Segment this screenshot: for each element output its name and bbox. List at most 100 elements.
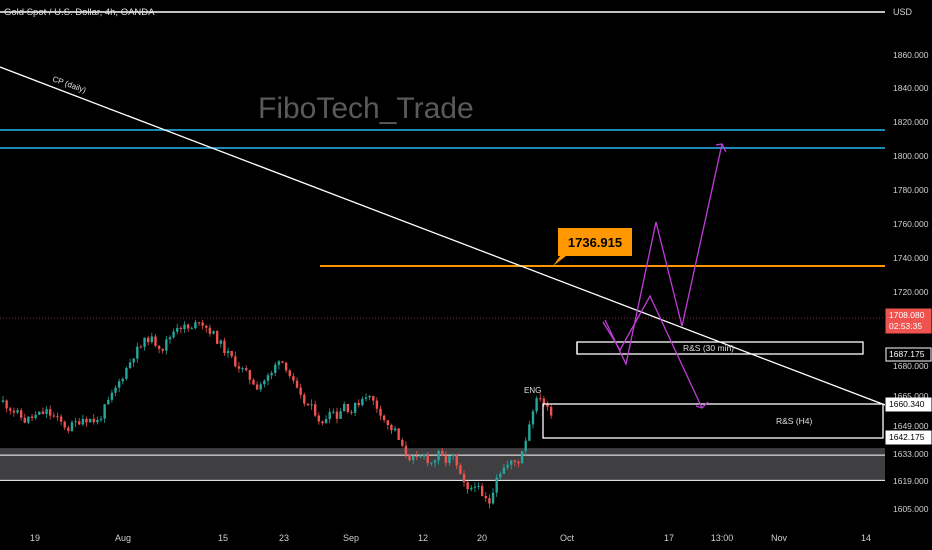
candle-body: [114, 387, 117, 393]
y-tick-label: 1840.000: [893, 83, 929, 93]
candle-body: [437, 450, 440, 461]
candle-body: [539, 398, 542, 400]
zone-label: ENG: [524, 386, 541, 395]
candle-body: [219, 340, 222, 344]
candle-body: [292, 376, 295, 381]
candle-body: [441, 450, 444, 456]
candle-body: [470, 487, 473, 490]
y-tick-label: 1820.000: [893, 117, 929, 127]
candle-body: [157, 345, 161, 349]
candle-body: [121, 378, 124, 382]
resistance-callout-label: 1736.915: [568, 235, 622, 250]
candle-body: [346, 403, 350, 412]
candle-body: [357, 402, 360, 406]
current-price-flag-text: 02:53:35: [889, 321, 922, 331]
projection-short-arrowhead: [695, 401, 709, 409]
candle-body: [379, 408, 382, 416]
candle-body: [161, 348, 164, 351]
candle-body: [186, 324, 190, 329]
candle-body: [281, 361, 284, 363]
candle-body: [147, 337, 150, 343]
y-tick-label: 1800.000: [893, 151, 929, 161]
candle-body: [502, 467, 506, 474]
candle-body: [451, 454, 455, 457]
time-axis[interactable]: 19 Aug 15 23 Sep 12 20 Oct 17 13:00 Nov 14: [0, 525, 885, 550]
candle-body: [245, 368, 248, 371]
resistance-callout: [553, 228, 632, 266]
candle-body: [165, 339, 168, 351]
watermark: FiboTech_Trade: [258, 92, 474, 125]
candle-body: [350, 411, 353, 413]
candle-body: [128, 362, 132, 368]
candle-body: [295, 380, 299, 388]
y-tick-label: 1860.000: [893, 50, 929, 60]
y-tick-label: 1649.000: [893, 421, 929, 431]
candle-body: [375, 400, 379, 409]
candle-body: [38, 411, 41, 415]
candle-body: [299, 387, 302, 395]
candle-body: [59, 416, 63, 422]
level-1660-flag-text: 1660.340: [889, 399, 925, 409]
candle-body: [23, 417, 26, 423]
candle-body: [277, 361, 281, 365]
level-1660-flag: [885, 397, 932, 412]
candle-body: [332, 411, 335, 413]
price-axis[interactable]: USD 1860.000 1840.000 1820.000 1800.000 1780…: [885, 0, 932, 525]
candle-body: [81, 418, 85, 425]
candle-body: [310, 404, 313, 406]
candle-body: [473, 486, 477, 488]
candle-body: [477, 486, 480, 488]
candle-body: [313, 404, 317, 416]
candle-body: [535, 398, 538, 412]
candle-body: [401, 439, 404, 446]
candle-body: [495, 477, 498, 493]
x-tick-label: Nov: [771, 533, 788, 543]
chart-plot-area[interactable]: FiboTech_Trade R&S (30 min) R&S (H4) 1736.…: [0, 0, 885, 525]
candle-body: [226, 350, 230, 353]
candle-body: [491, 492, 495, 504]
candle-body: [223, 340, 226, 353]
candle-body: [12, 410, 16, 413]
candle-body: [176, 327, 179, 332]
candle-body: [288, 370, 291, 377]
candle-body: [393, 428, 397, 431]
candle-body: [9, 408, 12, 411]
candle-body: [74, 421, 77, 423]
candle-body: [183, 324, 186, 330]
candle-body: [63, 421, 66, 428]
candle-body: [520, 451, 524, 464]
projection-long-arrowhead: [715, 143, 727, 153]
x-tick-label: 15: [218, 533, 228, 543]
candles-layer: [1, 319, 553, 509]
candle-body: [172, 331, 175, 338]
candle-body: [107, 399, 110, 405]
candle-body: [136, 346, 139, 359]
trendline-label: CP (daily): [51, 74, 87, 95]
x-tick-label: Sep: [343, 533, 359, 543]
horizontal-levels-layer: [0, 11, 885, 481]
candle-body: [339, 411, 342, 419]
trendline: [0, 66, 885, 406]
candle-body: [274, 364, 277, 373]
candle-body: [488, 498, 491, 504]
candle-body: [408, 455, 411, 461]
candle-body: [317, 415, 321, 422]
candle-body: [67, 427, 70, 431]
rs-h4-label: R&S (H4): [776, 416, 813, 426]
y-tick-label: 1633.000: [893, 449, 929, 459]
y-tick-label: 1760.000: [893, 219, 929, 229]
current-price-flag: [885, 308, 932, 334]
candle-body: [150, 336, 154, 343]
candle-body: [34, 414, 37, 419]
y-tick-label: 1780.000: [893, 185, 929, 195]
x-tick-label: 23: [279, 533, 289, 543]
axis-corner: [885, 525, 932, 550]
candle-body: [549, 406, 553, 416]
candle-body: [143, 337, 146, 347]
candle-body: [510, 460, 513, 465]
candle-body: [455, 454, 458, 466]
candle-body: [542, 398, 546, 405]
x-tick-label: 20: [477, 533, 487, 543]
drawings-layer: R&S (30 min) R&S (H4) 1736.915: [542, 143, 884, 439]
candle-body: [212, 331, 215, 334]
